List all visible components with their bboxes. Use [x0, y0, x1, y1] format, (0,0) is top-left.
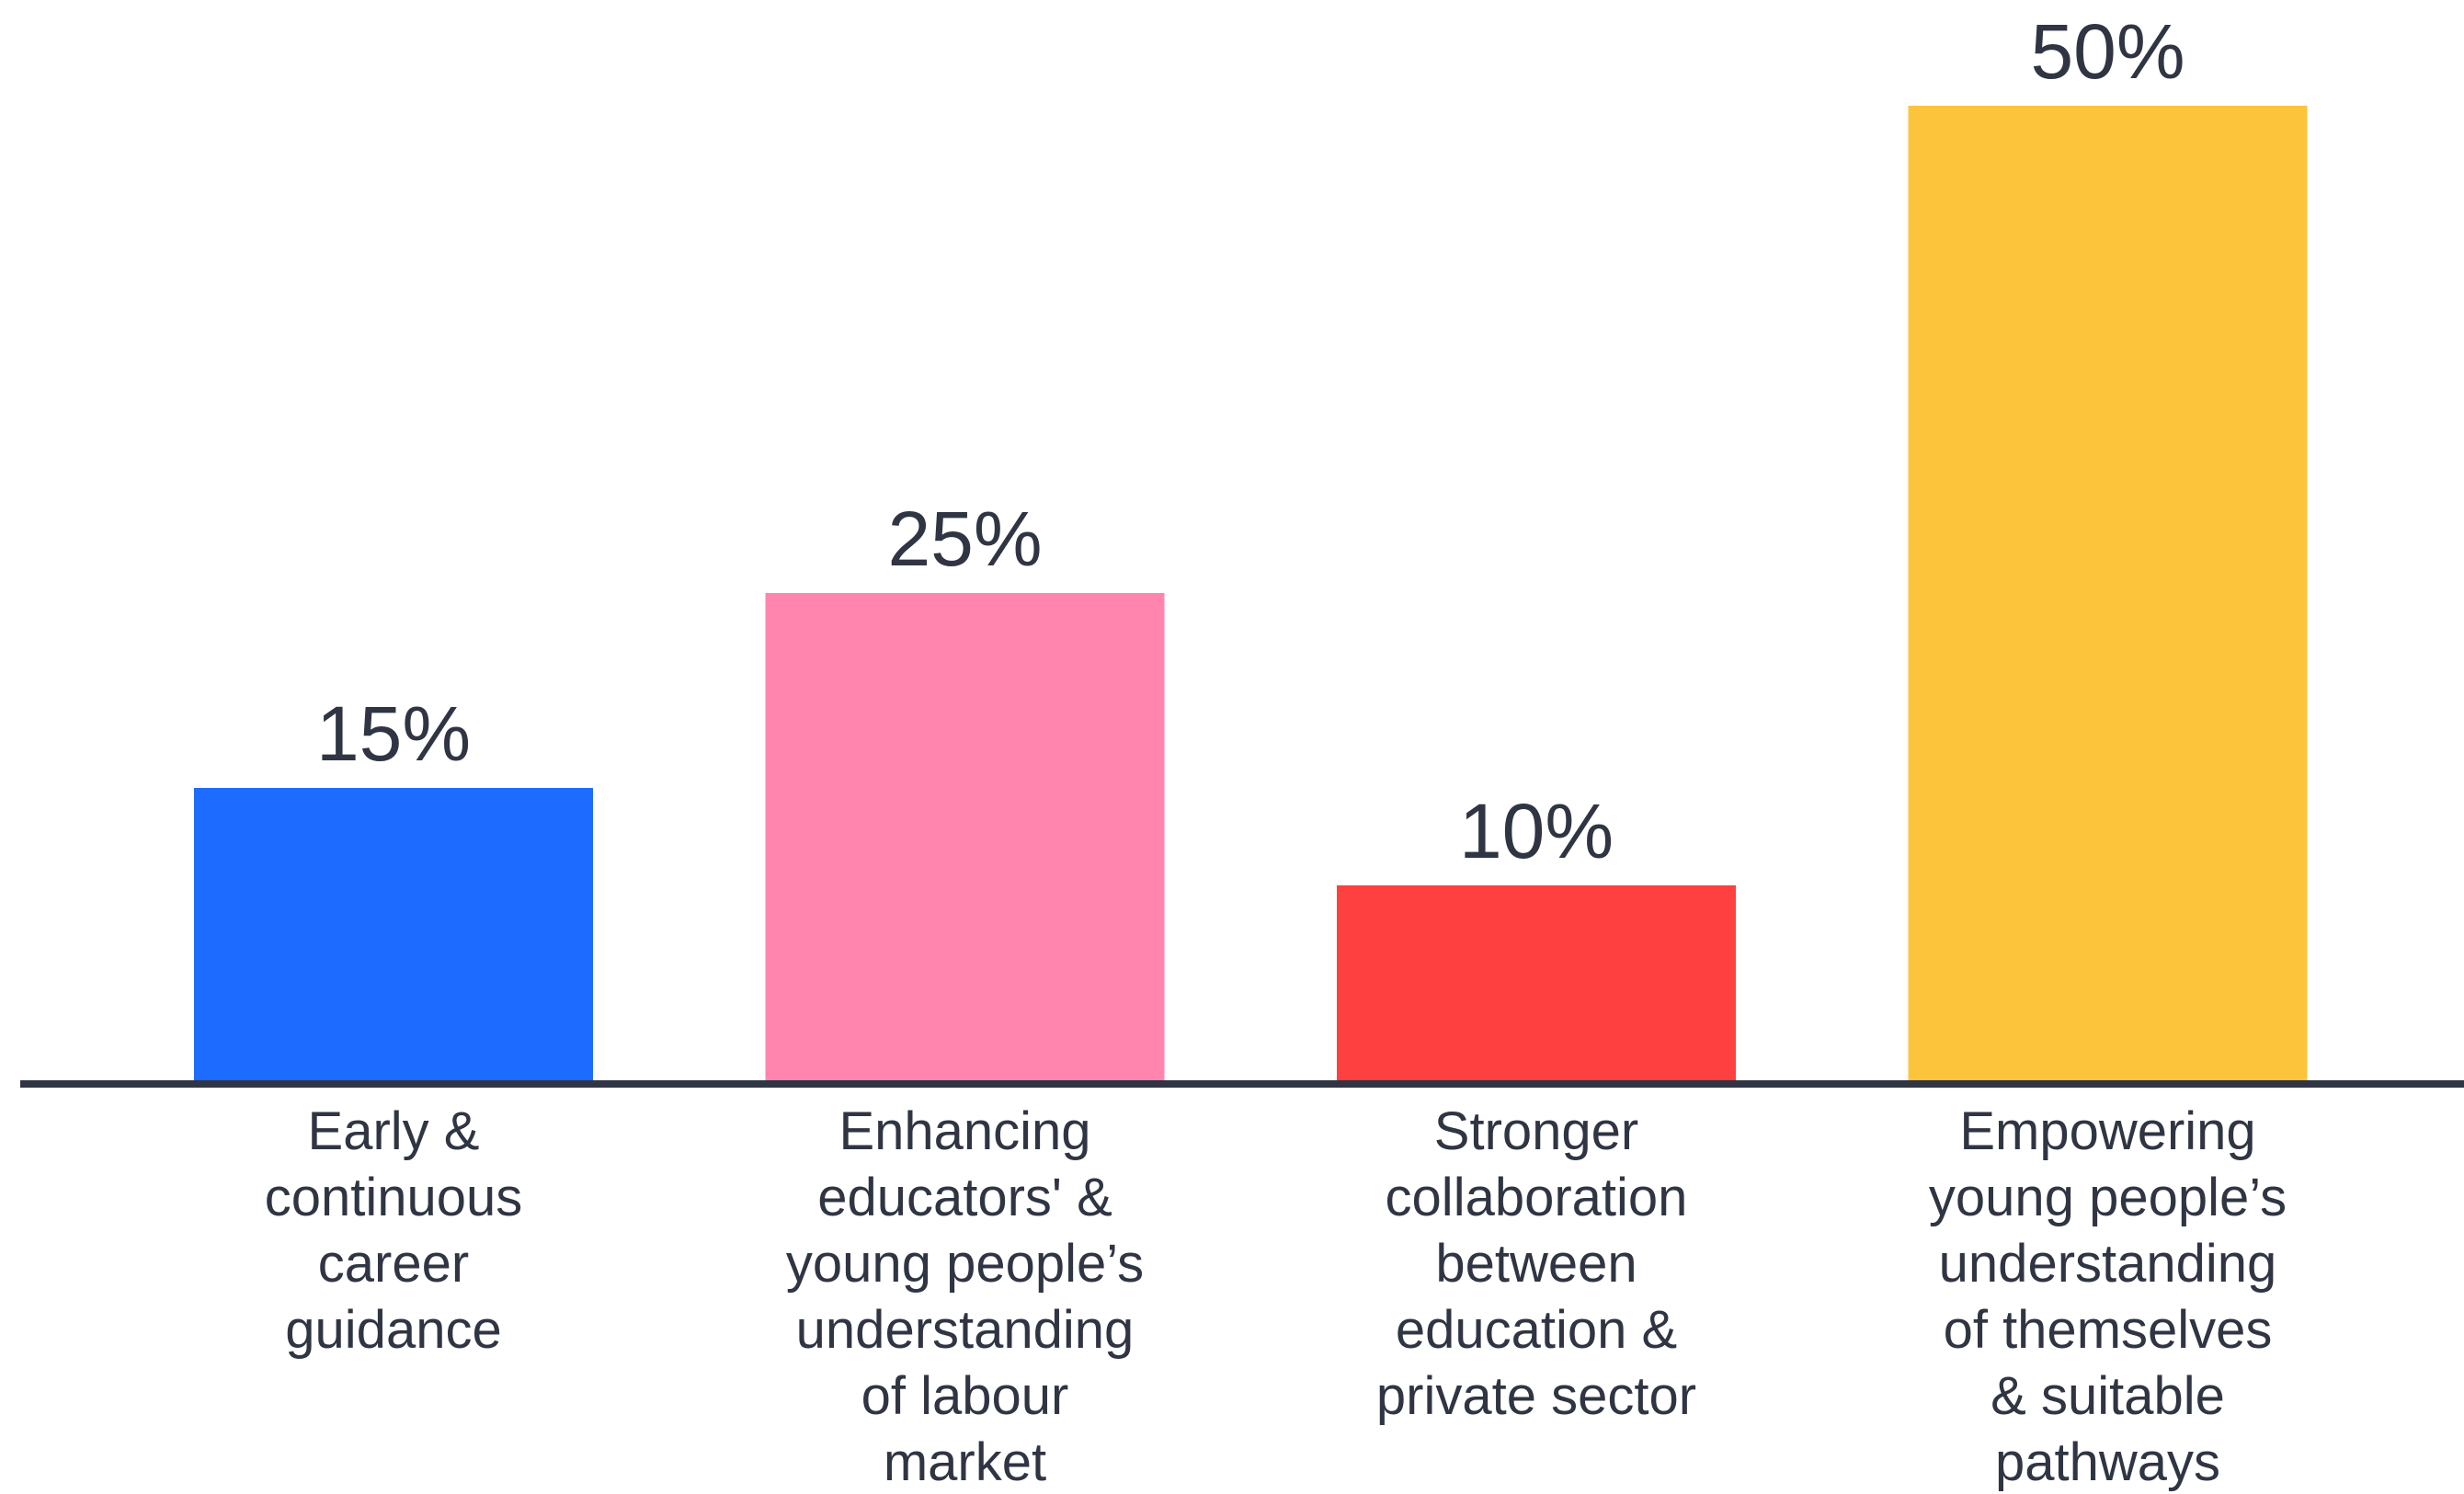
category-label-line: Empowering [1959, 1101, 2255, 1161]
category-label-line: private sector [1376, 1366, 1696, 1426]
category-label-line: Early & [308, 1101, 480, 1161]
bar-2 [765, 593, 1165, 1080]
category-label-3: Stronger collaboration between education & p… [1376, 1101, 1696, 1426]
bar-3 [1337, 885, 1736, 1080]
category-label-line: Enhancing [838, 1101, 1090, 1161]
category-label-2: Enhancing educators' & young people’s under… [786, 1101, 1144, 1492]
category-label-4: Empowering young people’s understanding of … [1929, 1101, 2287, 1492]
category-label-line: education & [1396, 1300, 1677, 1360]
category-label-line: young people’s [786, 1234, 1144, 1294]
category-label-line: market [884, 1432, 1046, 1492]
category-label-line: continuous [265, 1168, 523, 1227]
category-label-line: Stronger [1434, 1101, 1638, 1161]
value-label-2: 25% [887, 496, 1042, 582]
category-label-line: guidance [285, 1300, 501, 1360]
category-labels-group: Early & continuous career guidance Enhancing… [265, 1101, 2287, 1492]
category-label-line: of labour [861, 1366, 1069, 1426]
category-label-line: & suitable [1991, 1366, 2225, 1426]
bar-1 [194, 788, 593, 1080]
category-label-line: collaboration [1386, 1168, 1688, 1227]
category-label-line: between [1435, 1234, 1637, 1294]
category-label-line: young people’s [1929, 1168, 2287, 1227]
value-labels-group: 15% 25% 10% 50% [316, 8, 2185, 874]
value-label-4: 50% [2030, 8, 2185, 95]
bar-4 [1908, 106, 2308, 1080]
category-label-line: understanding [796, 1300, 1135, 1360]
category-label-1: Early & continuous career guidance [265, 1101, 523, 1360]
category-label-line: of themselves [1944, 1300, 2273, 1360]
category-label-line: career [318, 1234, 469, 1294]
category-label-line: understanding [1939, 1234, 2277, 1294]
value-label-3: 10% [1459, 788, 1614, 874]
bars-group [194, 106, 2308, 1080]
category-label-line: pathways [1995, 1432, 2220, 1492]
category-label-line: educators' & [817, 1168, 1112, 1227]
value-label-1: 15% [316, 690, 471, 777]
